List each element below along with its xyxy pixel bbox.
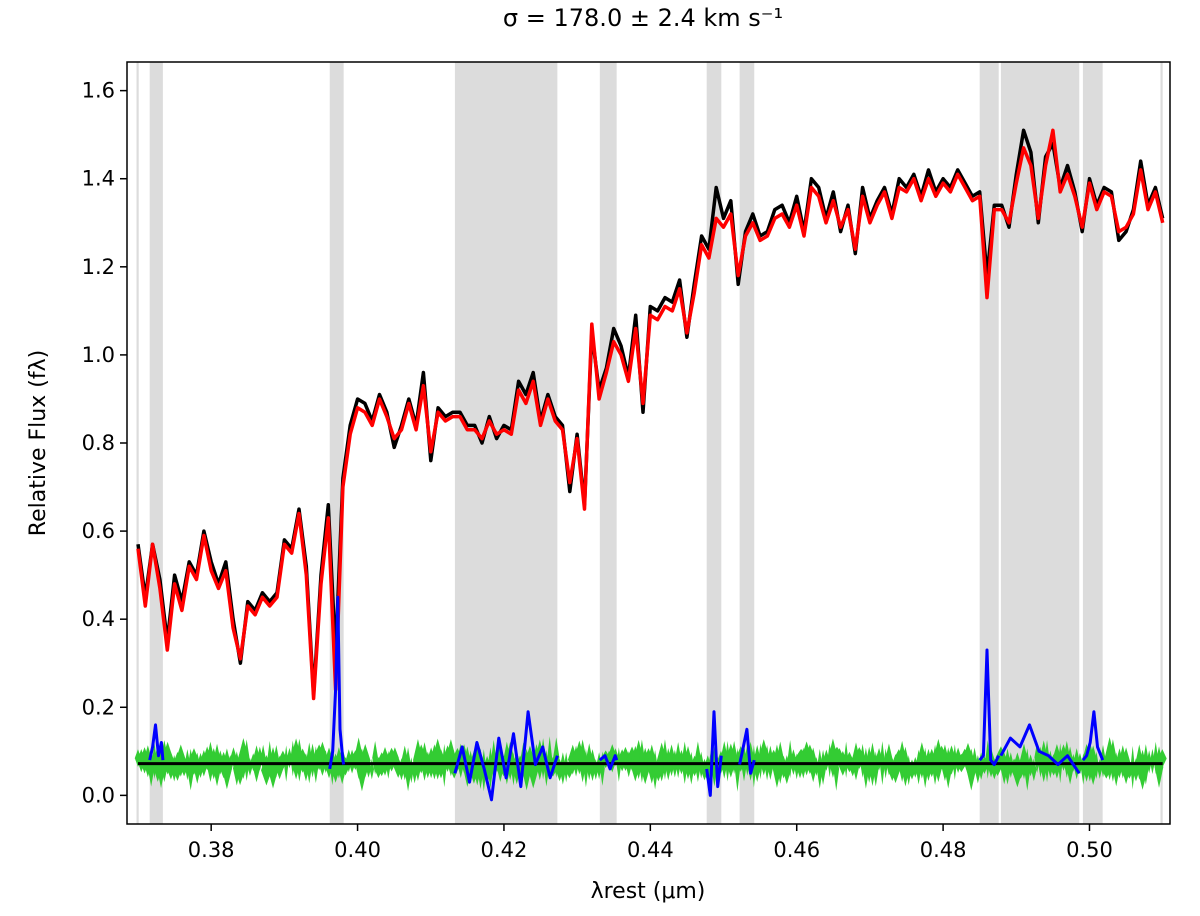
- masked-region: [1160, 62, 1163, 824]
- x-tick-label: 0.42: [481, 838, 528, 862]
- masked-regions: [136, 62, 1163, 824]
- noise-marker: [607, 744, 618, 773]
- y-axis: 0.0 0.2 0.4 0.6 0.8 1.0 1.2 1.4 1.6: [82, 79, 127, 807]
- y-tick-label: 0.4: [82, 607, 115, 631]
- y-tick-label: 0.2: [82, 695, 115, 719]
- noise-marker: [816, 748, 823, 789]
- residual-layer: [148, 595, 1105, 802]
- chart-title: σ = 178.0 ± 2.4 km s⁻¹: [503, 4, 783, 32]
- masked-region: [149, 62, 163, 824]
- noise-marker: [694, 741, 702, 783]
- noise-marker: [472, 746, 482, 786]
- noise-marker: [230, 747, 237, 767]
- residual-line: [1081, 710, 1105, 762]
- noise-marker: [656, 742, 667, 782]
- noise-marker: [420, 742, 429, 781]
- masked-region: [454, 62, 558, 824]
- noise-marker: [354, 737, 364, 780]
- noise-marker: [490, 739, 497, 783]
- masked-region: [136, 62, 139, 824]
- noise-marker: [243, 739, 250, 782]
- noise-marker: [369, 758, 375, 780]
- noise-marker: [372, 740, 378, 775]
- noise-marker: [1003, 748, 1012, 785]
- noise-marker: [1094, 751, 1099, 780]
- masked-region: [1082, 62, 1103, 824]
- noise-marker: [175, 744, 187, 777]
- noise-marker: [1124, 760, 1134, 779]
- noise-marker: [404, 747, 412, 792]
- noise-marker: [1063, 740, 1071, 778]
- noise-marker: [1149, 748, 1155, 775]
- noise-marker: [1154, 746, 1164, 788]
- noise-marker: [730, 741, 738, 774]
- y-tick-label: 1.4: [82, 167, 115, 191]
- noise-marker: [1153, 741, 1158, 775]
- noise-marker: [787, 740, 793, 779]
- x-tick-label: 0.46: [773, 838, 820, 862]
- residual-line: [453, 710, 559, 802]
- noise-marker: [193, 752, 201, 784]
- y-tick-label: 1.2: [82, 255, 115, 279]
- x-axis-label: λrest (μm): [591, 879, 706, 904]
- noise-marker: [1132, 758, 1140, 782]
- noise-marker: [677, 749, 686, 775]
- noise-marker: [585, 743, 593, 781]
- noise-marker: [1024, 748, 1031, 791]
- y-tick-label: 1.6: [82, 79, 115, 103]
- noise-marker: [690, 755, 700, 777]
- masked-region: [599, 62, 617, 824]
- noise-marker: [547, 736, 553, 779]
- noise-marker: [441, 743, 447, 788]
- noise-marker: [1112, 752, 1120, 787]
- noise-marker: [583, 748, 589, 788]
- residual-line: [148, 723, 165, 761]
- residual-line: [328, 595, 346, 770]
- noise-marker: [1130, 745, 1135, 790]
- noise-marker: [911, 756, 919, 778]
- y-tick-label: 0.6: [82, 519, 115, 543]
- residual-line: [999, 723, 1081, 775]
- y-tick-label: 0.8: [82, 431, 115, 455]
- noise-marker: [477, 748, 484, 790]
- noise-marker: [823, 749, 830, 771]
- noise-marker: [275, 755, 284, 780]
- noise-marker: [977, 752, 985, 780]
- x-tick-label: 0.44: [627, 838, 674, 862]
- model-fit-line: [136, 128, 1165, 701]
- noise-marker: [409, 757, 414, 784]
- masked-region: [706, 62, 722, 824]
- noise-marker: [411, 754, 418, 784]
- x-tick-label: 0.50: [1066, 838, 1113, 862]
- x-axis: 0.38 0.40 0.42 0.44 0.46 0.48 0.50: [188, 824, 1113, 862]
- noise-marker: [907, 759, 917, 780]
- noise-marker: [830, 746, 843, 765]
- noise-marker: [974, 754, 982, 784]
- x-tick-label: 0.48: [920, 838, 967, 862]
- noise-marker: [527, 749, 539, 789]
- masked-region: [739, 62, 755, 824]
- series-layer: [136, 128, 1165, 701]
- noise-marker: [962, 742, 974, 775]
- y-axis-label: Relative Flux (fλ): [26, 350, 51, 536]
- noise-marker: [633, 739, 644, 780]
- noise-marker: [1019, 743, 1029, 780]
- noise-marker: [1044, 739, 1050, 783]
- residual-line: [705, 710, 723, 797]
- noise-marker: [559, 752, 567, 785]
- x-tick-label: 0.38: [188, 838, 235, 862]
- noise-marker: [915, 749, 922, 785]
- y-tick-label: 1.0: [82, 343, 115, 367]
- noise-marker: [972, 747, 978, 775]
- masked-region: [329, 62, 344, 824]
- noise-marker: [188, 748, 200, 775]
- x-tick-label: 0.40: [334, 838, 381, 862]
- residual-line: [598, 754, 619, 771]
- noise-marker: [1146, 750, 1152, 774]
- y-tick-label: 0.0: [82, 783, 115, 807]
- residual-line: [738, 727, 756, 775]
- noise-marker: [147, 747, 155, 787]
- residual-line: [978, 648, 1001, 766]
